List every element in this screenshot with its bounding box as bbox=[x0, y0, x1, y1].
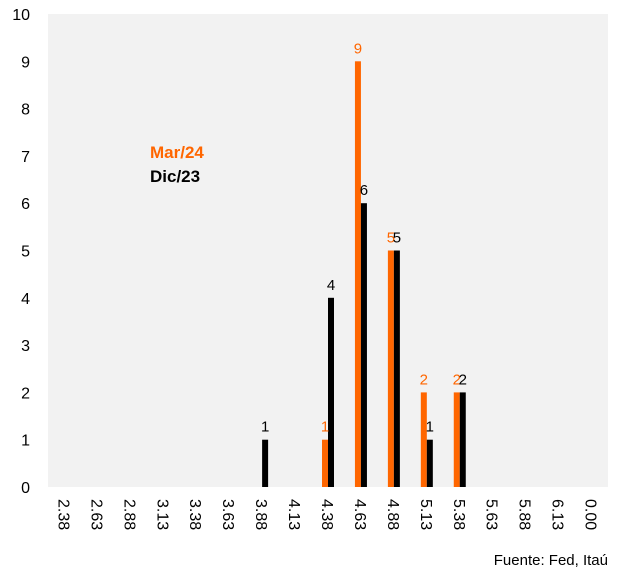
bar bbox=[453, 392, 460, 487]
x-tick-label: 5.63 bbox=[483, 499, 500, 530]
data-label: 2 bbox=[453, 371, 461, 388]
data-label: 1 bbox=[321, 419, 329, 436]
y-tick-label: 6 bbox=[21, 196, 30, 213]
x-tick-label: 6.13 bbox=[549, 499, 566, 530]
source-note: Fuente: Fed, Itaú bbox=[493, 552, 608, 569]
y-axis-ticks: 0 1 2 3 4 5 6 7 8 9 10 bbox=[12, 7, 30, 497]
x-tick-label: 0.00 bbox=[582, 499, 599, 530]
x-tick-label: 3.38 bbox=[186, 499, 203, 530]
x-tick-label: 2.88 bbox=[120, 499, 137, 530]
bar bbox=[360, 203, 367, 487]
data-label: 1 bbox=[426, 419, 434, 436]
x-tick-label: 5.88 bbox=[516, 499, 533, 530]
bar bbox=[420, 392, 427, 487]
x-tick-label: 4.88 bbox=[384, 499, 401, 530]
bar bbox=[426, 439, 433, 487]
bar bbox=[354, 61, 361, 488]
data-label: 4 bbox=[327, 277, 335, 294]
data-label: 5 bbox=[393, 230, 401, 247]
x-tick-label: 3.88 bbox=[252, 499, 269, 530]
y-tick-label: 1 bbox=[21, 433, 30, 450]
legend-entry-dic23: Dic/23 bbox=[150, 167, 200, 186]
x-tick-label: 4.13 bbox=[285, 499, 302, 530]
data-label: 9 bbox=[354, 40, 362, 57]
data-label: 1 bbox=[261, 419, 269, 436]
bar bbox=[459, 392, 466, 487]
y-tick-label: 4 bbox=[21, 291, 30, 308]
bar bbox=[393, 250, 400, 487]
data-label: 2 bbox=[420, 371, 428, 388]
y-tick-label: 8 bbox=[21, 102, 30, 119]
bar bbox=[387, 250, 394, 487]
legend-entry-mar24: Mar/24 bbox=[150, 143, 204, 162]
x-tick-label: 2.38 bbox=[54, 499, 71, 530]
y-tick-label: 2 bbox=[21, 385, 30, 402]
y-tick-label: 5 bbox=[21, 244, 30, 261]
y-tick-label: 7 bbox=[21, 149, 30, 166]
bars-group bbox=[262, 61, 466, 488]
x-tick-label: 4.38 bbox=[318, 499, 335, 530]
x-tick-label: 5.38 bbox=[450, 499, 467, 530]
y-tick-label: 9 bbox=[21, 54, 30, 71]
y-tick-label: 10 bbox=[12, 7, 30, 24]
x-axis-ticks: 2.38 2.63 2.88 3.13 3.38 3.63 3.88 4.13 4.38 4.63… bbox=[54, 499, 598, 530]
y-tick-label: 3 bbox=[21, 338, 30, 355]
y-tick-label: 0 bbox=[21, 480, 30, 497]
legend: Mar/24 Dic/23 bbox=[150, 143, 204, 186]
x-tick-label: 5.13 bbox=[417, 499, 434, 530]
x-tick-label: 4.63 bbox=[351, 499, 368, 530]
data-label: 5 bbox=[387, 230, 395, 247]
x-tick-label: 3.63 bbox=[219, 499, 236, 530]
x-tick-label: 2.63 bbox=[87, 499, 104, 530]
data-label: 2 bbox=[459, 371, 467, 388]
bar bbox=[262, 439, 269, 487]
data-label: 6 bbox=[360, 182, 368, 199]
x-tick-label: 3.13 bbox=[153, 499, 170, 530]
bar bbox=[328, 297, 334, 487]
bar bbox=[322, 439, 328, 487]
